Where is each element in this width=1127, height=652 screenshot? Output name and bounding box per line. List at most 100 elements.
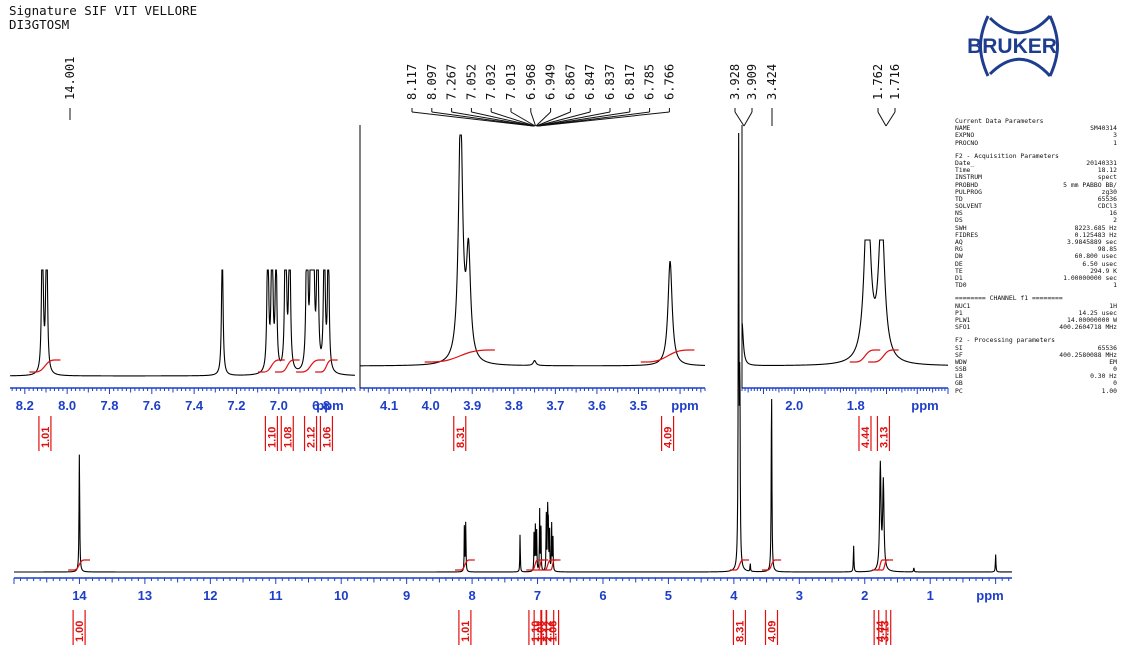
param-key: SF [955,350,963,359]
param-key: DW [955,252,963,261]
param-row: RG 98.85 [955,246,1117,253]
param-value: 1.00000000 sec [1063,273,1117,282]
peak-label: 6.847 [583,64,597,100]
full-integral-value: 8.31 [734,621,746,642]
inset-axis-inset_aromatic-tick-label: 8.0 [58,398,76,413]
param-key: PROCNO [955,138,979,147]
full-axis-tick-label: 7 [534,588,541,603]
peak-leader [536,111,571,127]
peak-label: 3.928 [728,64,742,100]
peak-leader [535,111,551,127]
inset-integral-inset_aromatic-value: 1.06 [321,427,333,448]
full-integral-value: 1.01 [460,621,472,642]
param-key: P1 [955,308,963,317]
peak-leader [537,111,611,127]
full-axis-tick-label: 11 [269,588,283,603]
param-row: LB 0.30 Hz [955,373,1117,380]
param-key: Date_ [955,158,975,167]
param-key: SOLVENT [955,202,982,211]
peak-label: 6.785 [643,64,657,100]
param-section-title: F2 - Acquisition Parameters [955,151,1059,160]
param-key: AQ [955,238,963,247]
inset-axis-inset_methoxy-tick-label: 4.0 [422,398,440,413]
param-row: PROCNO 1 [955,138,1117,147]
full-spectrum-trace [14,133,1012,573]
param-row: AQ 3.9845889 sec [955,238,1117,247]
param-key: TE [955,266,963,275]
param-row: D1 1.00000000 sec [955,273,1117,282]
inset-integral-inset_aromatic-value: 2.12 [306,427,318,448]
full-integral-value: 3.13 [880,621,892,642]
parameters-panel: Current Data Parameters NAME SM40314 EXPNO 3… [955,117,1117,395]
inset-axis-inset_aromatic-tick-label: 8.2 [16,398,34,413]
param-row: TE 294.9 K [955,266,1117,275]
param-value: 65536 [1097,194,1117,203]
peak-leader [431,111,534,127]
full-integral-value: 1.00 [74,621,86,642]
param-key: PLW1 [955,315,971,324]
full-integral-curve [454,559,475,571]
param-row: WDW EM [955,358,1117,366]
inset-axis-inset_aromatic-unit-label: ppm [316,398,343,413]
inset-axis-inset_aromatic-tick-label: 7.0 [270,398,288,413]
param-key: TD0 [955,281,967,290]
full-axis-tick-label: 8 [468,588,475,603]
param-value: 6.50 usec [1082,259,1117,268]
param-row: PC 1.00 [955,386,1117,395]
param-value: 400.2604718 MHz [1059,323,1117,332]
param-key: PC [955,386,963,395]
inset-integral-curve [868,349,899,363]
peak-leader [451,111,535,127]
param-key: EXPNO [955,131,975,140]
peak-label: 7.052 [464,64,478,100]
param-row: INSTRUM spect [955,174,1117,181]
inset-axis-inset_methoxy-tick-label: 3.5 [629,398,647,413]
param-value: SM40314 [1090,124,1117,133]
peak-label: 6.766 [662,64,676,100]
peak-leader [538,111,670,127]
param-key: GB [955,379,963,388]
full-integral-curve [761,559,782,571]
param-row: SFO1 400.2604718 MHz [955,323,1117,332]
param-row: TD0 1 [955,281,1117,290]
full-integral-curve [544,559,561,571]
full-axis-unit-label: ppm [976,588,1003,603]
inset-integral-curve [257,359,285,373]
peak-leader [510,111,536,127]
header-title: Signature SIF VIT VELLORE [9,3,198,18]
peak-label: 8.097 [425,64,439,100]
param-value: 16 [1109,209,1117,218]
full-axis-tick-label: 6 [599,588,606,603]
param-value: 1.00 [1101,386,1117,395]
param-row: TD 65536 [955,194,1117,203]
param-row: NS 16 [955,210,1117,217]
param-key: Time [955,166,971,175]
inset-trace-inset_aliphatic [741,239,949,366]
inset-integral-inset_aromatic-value: 1.08 [282,427,294,448]
peak-label: 7.032 [484,64,498,100]
param-value: 3.9845889 sec [1066,238,1117,247]
peak-leader [877,111,887,127]
param-value: 60.800 usec [1074,252,1117,261]
param-key: DS [955,216,963,225]
param-section-title: F2 - Processing parameters [955,336,1056,345]
param-row: P1 14.25 usec [955,308,1117,317]
param-value: 400.2580088 MHz [1059,350,1117,359]
full-axis-tick-label: 13 [138,588,152,603]
inset-integral-inset_aromatic-value: 1.01 [40,427,52,448]
param-value: 3 [1113,131,1117,140]
param-key: RG [955,245,963,254]
inset-axis-inset_aliphatic-unit-label: ppm [911,398,938,413]
param-key: TD [955,194,963,203]
inset-axis-inset_methoxy-tick-label: 3.9 [463,398,481,413]
param-section-title: Current Data Parameters [955,117,1044,125]
inset-axis-inset_aromatic-tick-label: 7.4 [185,398,204,413]
inset-axis-inset_methoxy-tick-label: 4.1 [380,398,398,413]
peak-leader [743,111,753,127]
param-value: 98.85 [1097,245,1117,254]
param-key: PULPROG [955,187,982,196]
inset-trace-inset_aromatic [10,269,356,377]
inset-axis-inset_aromatic-tick-label: 7.6 [143,398,161,413]
full-integral-curve [68,559,91,571]
